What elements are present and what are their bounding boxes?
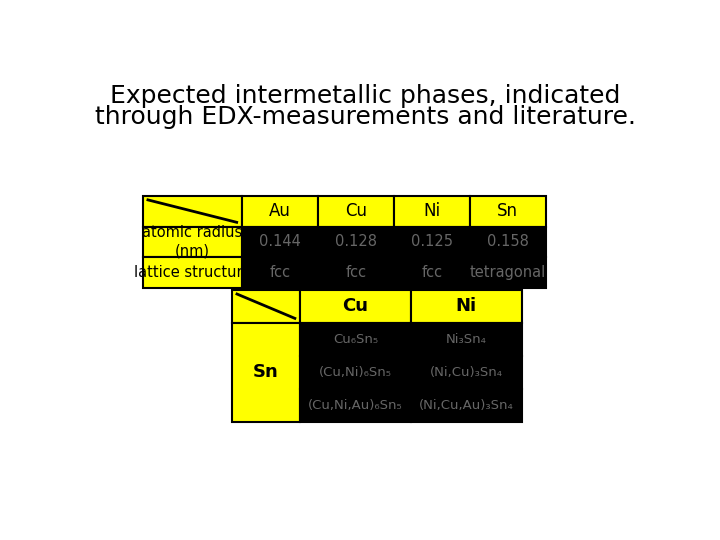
Text: tetragonal: tetragonal [469, 265, 546, 280]
Bar [394, 257, 469, 288]
Bar [394, 226, 469, 257]
Text: fcc: fcc [421, 265, 442, 280]
Text: Sn: Sn [498, 202, 518, 220]
Text: Ni₃Sn₄: Ni₃Sn₄ [446, 333, 487, 346]
Bar [143, 195, 242, 226]
Text: fcc: fcc [346, 265, 366, 280]
Bar [469, 226, 546, 257]
Text: Cu₆Sn₅: Cu₆Sn₅ [333, 333, 378, 346]
Bar [143, 226, 242, 257]
Text: (Ni,Cu)₃Sn₄: (Ni,Cu)₃Sn₄ [430, 366, 503, 379]
Text: 0.125: 0.125 [411, 234, 453, 249]
Text: 0.158: 0.158 [487, 234, 528, 249]
Text: 0.128: 0.128 [335, 234, 377, 249]
Text: Ni: Ni [423, 202, 441, 220]
Bar [318, 226, 394, 257]
Text: Cu: Cu [343, 297, 369, 315]
Text: Sn: Sn [253, 363, 279, 381]
Bar [469, 195, 546, 226]
Bar [300, 289, 411, 323]
Bar [300, 389, 411, 422]
Text: (Ni,Cu,Au)₃Sn₄: (Ni,Cu,Au)₃Sn₄ [419, 399, 513, 412]
Bar [318, 195, 394, 226]
Text: fcc: fcc [269, 265, 290, 280]
Bar [411, 389, 522, 422]
Text: Au: Au [269, 202, 291, 220]
Bar [143, 257, 242, 288]
Bar [411, 323, 522, 356]
Text: lattice structure: lattice structure [134, 265, 251, 280]
Bar [242, 195, 318, 226]
Text: Cu: Cu [345, 202, 366, 220]
Text: (Cu,Ni,Au)₆Sn₅: (Cu,Ni,Au)₆Sn₅ [308, 399, 402, 412]
Bar [300, 356, 411, 389]
Bar [318, 257, 394, 288]
Text: Expected intermetallic phases, indicated: Expected intermetallic phases, indicated [110, 84, 621, 107]
Text: (Cu,Ni)₆Sn₅: (Cu,Ni)₆Sn₅ [319, 366, 392, 379]
Bar [394, 195, 469, 226]
Bar [232, 323, 300, 422]
Bar [469, 257, 546, 288]
Bar [242, 257, 318, 288]
Bar [232, 289, 300, 323]
Bar [411, 356, 522, 389]
Text: atomic radius
(nm): atomic radius (nm) [142, 225, 243, 259]
Text: 0.144: 0.144 [259, 234, 301, 249]
Text: Ni: Ni [456, 297, 477, 315]
Bar [242, 226, 318, 257]
Bar [300, 323, 411, 356]
Bar [411, 289, 522, 323]
Text: through EDX-measurements and literature.: through EDX-measurements and literature. [94, 105, 636, 129]
